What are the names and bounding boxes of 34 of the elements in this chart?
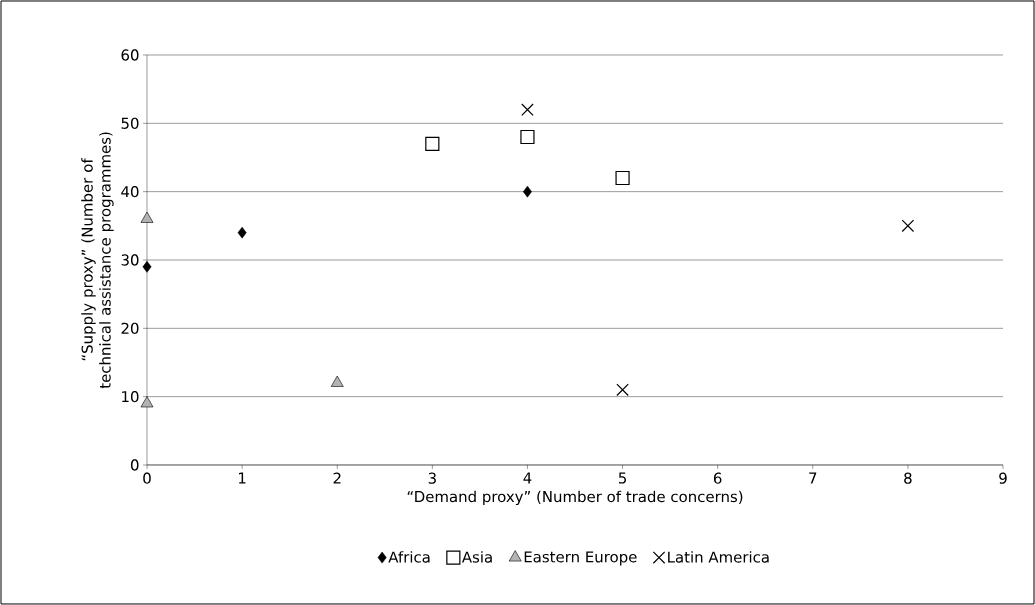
x-tick-label: 1 bbox=[239, 472, 246, 484]
legend-label: Eastern Europe bbox=[524, 551, 637, 566]
point bbox=[425, 136, 440, 151]
point bbox=[142, 261, 152, 273]
y-tick-label: 50 bbox=[121, 117, 139, 129]
legend-label: Africa bbox=[388, 551, 430, 563]
x-tick-label: 8 bbox=[904, 472, 912, 484]
y-tick-label: 40 bbox=[121, 186, 139, 198]
x-tick-label: 6 bbox=[713, 472, 722, 484]
legend-label: Asia bbox=[461, 551, 492, 563]
legend-label: Latin America bbox=[668, 551, 769, 563]
x-tick-label: 7 bbox=[809, 472, 817, 484]
point bbox=[520, 129, 535, 145]
point bbox=[521, 103, 534, 116]
x-tick-label: 5 bbox=[618, 472, 627, 484]
point bbox=[901, 219, 915, 233]
x-axis-title: “Demand proxy” (Number of trade concerns) bbox=[407, 490, 743, 506]
y-tick-label: 0 bbox=[130, 459, 139, 471]
x-tick-label: 2 bbox=[333, 472, 341, 484]
x-tick-label: 0 bbox=[143, 472, 151, 484]
y-tick-label: 20 bbox=[121, 322, 139, 334]
point bbox=[330, 375, 344, 387]
point bbox=[615, 170, 630, 186]
y-tick-label: 60 bbox=[121, 49, 139, 61]
y-axis-title: “Supply proxy” (Number of technical assistance programmes) bbox=[81, 132, 114, 389]
y-tick-label: 10 bbox=[122, 391, 139, 403]
point bbox=[616, 383, 629, 397]
point bbox=[140, 396, 154, 408]
x-tick-label: 3 bbox=[428, 472, 436, 484]
x-tick-label: 4 bbox=[523, 472, 532, 484]
point bbox=[237, 226, 247, 239]
x-tick-label: 9 bbox=[999, 472, 1007, 484]
y-tick-label: 30 bbox=[121, 254, 139, 266]
point bbox=[140, 211, 154, 223]
